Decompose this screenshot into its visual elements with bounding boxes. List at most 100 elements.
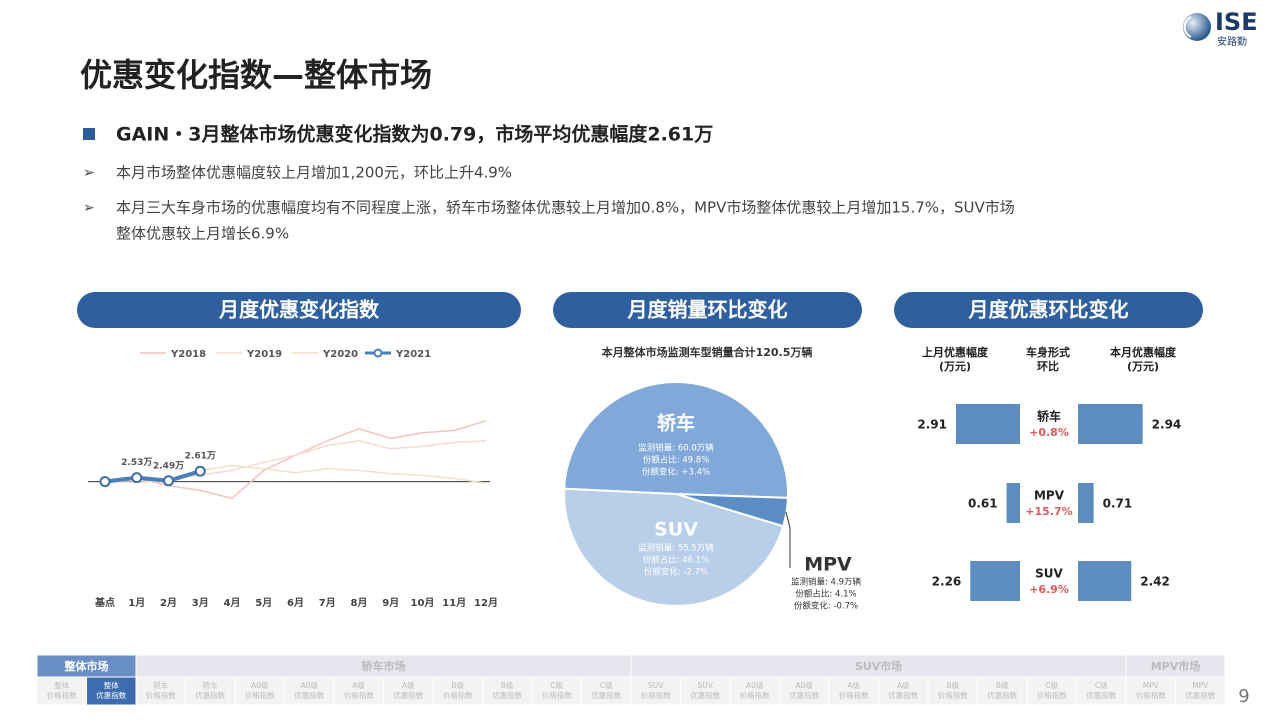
nav-group-label[interactable]: SUV市场 bbox=[855, 659, 902, 673]
nav-tab[interactable] bbox=[630, 676, 681, 706]
nav-group-label[interactable]: MPV市场 bbox=[1151, 659, 1201, 673]
change-label: +6.9% bbox=[1029, 583, 1069, 596]
nav-tab-label[interactable]: C级 bbox=[1095, 680, 1108, 690]
nav-tab-label[interactable]: 整体 bbox=[54, 680, 69, 690]
nav-tab[interactable] bbox=[135, 676, 186, 706]
value-label: 2.42 bbox=[1140, 575, 1170, 589]
legend-label: Y2021 bbox=[395, 349, 431, 360]
nav-tab[interactable] bbox=[1175, 676, 1226, 706]
nav-tab-label[interactable]: 优惠指数 bbox=[789, 690, 819, 700]
nav-tab-label[interactable]: 价格指数 bbox=[542, 690, 572, 700]
bar-this-month bbox=[1078, 404, 1143, 444]
nav-tab-label[interactable]: A级 bbox=[897, 680, 910, 690]
data-point bbox=[163, 475, 174, 487]
nav-tab[interactable] bbox=[1125, 676, 1176, 706]
nav-tab[interactable] bbox=[828, 676, 879, 706]
nav-tab-label[interactable]: 价格指数 bbox=[1136, 690, 1166, 700]
nav-group-label[interactable]: 整体市场 bbox=[64, 659, 109, 673]
bar-last-month bbox=[970, 561, 1020, 601]
nav-tab-label[interactable]: 优惠指数 bbox=[393, 690, 423, 700]
nav-tab-label[interactable]: MPV bbox=[1143, 681, 1160, 690]
series-line bbox=[104, 469, 201, 484]
nav-tab[interactable] bbox=[878, 676, 929, 706]
nav-tab-label[interactable]: 价格指数 bbox=[245, 690, 275, 700]
nav-tab[interactable] bbox=[977, 676, 1028, 706]
nav-tab-label[interactable]: C级 bbox=[600, 680, 613, 690]
logo-swoosh bbox=[1183, 16, 1192, 38]
nav-tab-label[interactable]: A0级 bbox=[746, 680, 764, 690]
nav-tab-label[interactable]: C级 bbox=[1045, 680, 1058, 690]
nav-tab[interactable] bbox=[680, 676, 731, 706]
nav-tab-label[interactable]: A0级 bbox=[251, 680, 269, 690]
nav-tab[interactable] bbox=[729, 676, 780, 706]
slice-detail: 监测销量: 4.9万辆 bbox=[791, 577, 862, 588]
nav-tab-label[interactable]: 价格指数 bbox=[344, 690, 374, 700]
nav-tab-label[interactable]: B级 bbox=[451, 680, 464, 690]
nav-tab-label[interactable]: 价格指数 bbox=[839, 690, 869, 700]
slice-detail: 监测销量: 55.5万辆 bbox=[638, 543, 714, 554]
section-header bbox=[553, 292, 862, 328]
nav-tab-label[interactable]: 优惠指数 bbox=[690, 690, 720, 700]
data-label: 2.49万 bbox=[153, 460, 184, 471]
nav-tab-label[interactable]: 优惠指数 bbox=[492, 690, 522, 700]
nav-tab-label[interactable]: A级 bbox=[402, 680, 415, 690]
nav-tab-label[interactable]: A级 bbox=[847, 680, 860, 690]
nav-tab-label[interactable]: 优惠指数 bbox=[195, 690, 225, 700]
nav-tab-label[interactable]: 价格指数 bbox=[938, 690, 968, 700]
nav-tab-label[interactable]: 优惠指数 bbox=[591, 690, 621, 700]
slice-detail: 份额占比: 49.8% bbox=[643, 455, 710, 466]
value-label: 2.91 bbox=[917, 418, 947, 432]
nav-tab-label[interactable]: 优惠指数 bbox=[888, 690, 918, 700]
nav-tab-label[interactable]: 优惠指数 bbox=[1185, 690, 1215, 700]
nav-tab-label[interactable]: 价格指数 bbox=[740, 690, 770, 700]
nav-tab[interactable] bbox=[333, 676, 384, 706]
bar-last-month bbox=[1006, 483, 1020, 523]
nav-tab-label[interactable]: 价格指数 bbox=[146, 690, 176, 700]
nav-tab[interactable] bbox=[482, 676, 533, 706]
nav-tab-label[interactable]: A级 bbox=[352, 680, 365, 690]
slice-label: 轿车 bbox=[657, 412, 695, 435]
x-tick-label: 3月 bbox=[192, 597, 209, 609]
nav-tab-label[interactable]: SUV bbox=[698, 681, 714, 690]
nav-tab[interactable] bbox=[927, 676, 978, 706]
sub-bullet: 本月市场整体优惠幅度较上月增加1,200元，环比上升4.9% bbox=[116, 164, 512, 182]
nav-tab[interactable] bbox=[383, 676, 434, 706]
chart-title: 本月整体市场监测车型销量合计120.5万辆 bbox=[602, 345, 813, 359]
nav-tab-label[interactable]: 优惠指数 bbox=[1086, 690, 1116, 700]
bullet-arrow: ➢ bbox=[83, 200, 95, 216]
nav-tab-label[interactable]: B级 bbox=[501, 680, 514, 690]
nav-tab-label[interactable]: 轿车 bbox=[153, 680, 168, 690]
category-label: 轿车 bbox=[1037, 409, 1061, 424]
nav-tab-label[interactable]: 价格指数 bbox=[47, 690, 77, 700]
nav-group-label[interactable]: 轿车市场 bbox=[362, 659, 406, 673]
nav-tab-label[interactable]: B级 bbox=[946, 680, 959, 690]
x-tick-label: 5月 bbox=[255, 597, 272, 609]
nav-tab[interactable] bbox=[1076, 676, 1127, 706]
nav-tab-label[interactable]: 优惠指数 bbox=[294, 690, 324, 700]
nav-tab-label[interactable]: 优惠指数 bbox=[987, 690, 1017, 700]
nav-tab-label[interactable]: 价格指数 bbox=[641, 690, 671, 700]
nav-tab-label[interactable]: 轿车 bbox=[203, 680, 218, 690]
nav-tab-label[interactable]: SUV bbox=[648, 681, 664, 690]
x-tick-label: 基点 bbox=[94, 596, 115, 609]
category-label: MPV bbox=[1034, 489, 1065, 503]
slice-label: MPV bbox=[804, 554, 852, 576]
nav-tab[interactable] bbox=[779, 676, 830, 706]
bullet-square bbox=[83, 128, 95, 140]
column-header: 环比 bbox=[1037, 359, 1059, 373]
nav-tab-label[interactable]: A0级 bbox=[301, 680, 319, 690]
nav-tab-label[interactable]: MPV bbox=[1192, 681, 1209, 690]
nav-tab-label[interactable]: 价格指数 bbox=[443, 690, 473, 700]
logo-icon bbox=[1183, 13, 1211, 41]
nav-tab[interactable] bbox=[531, 676, 582, 706]
nav-tab-label[interactable]: 价格指数 bbox=[1037, 690, 1067, 700]
bar-this-month bbox=[1078, 483, 1094, 523]
nav-tab-label[interactable]: 整体 bbox=[104, 680, 119, 690]
nav-tab-label[interactable]: A0级 bbox=[796, 680, 814, 690]
nav-tab-label[interactable]: B级 bbox=[996, 680, 1009, 690]
logo-subtext: 安路勤 bbox=[1217, 35, 1247, 48]
nav-tab-label[interactable]: C级 bbox=[550, 680, 563, 690]
nav-tab-label[interactable]: 优惠指数 bbox=[96, 690, 126, 700]
main-bullet: GAIN・3月整体市场优惠变化指数为0.79，市场平均优惠幅度2.61万 bbox=[116, 123, 713, 146]
nav-tab[interactable] bbox=[234, 676, 285, 706]
